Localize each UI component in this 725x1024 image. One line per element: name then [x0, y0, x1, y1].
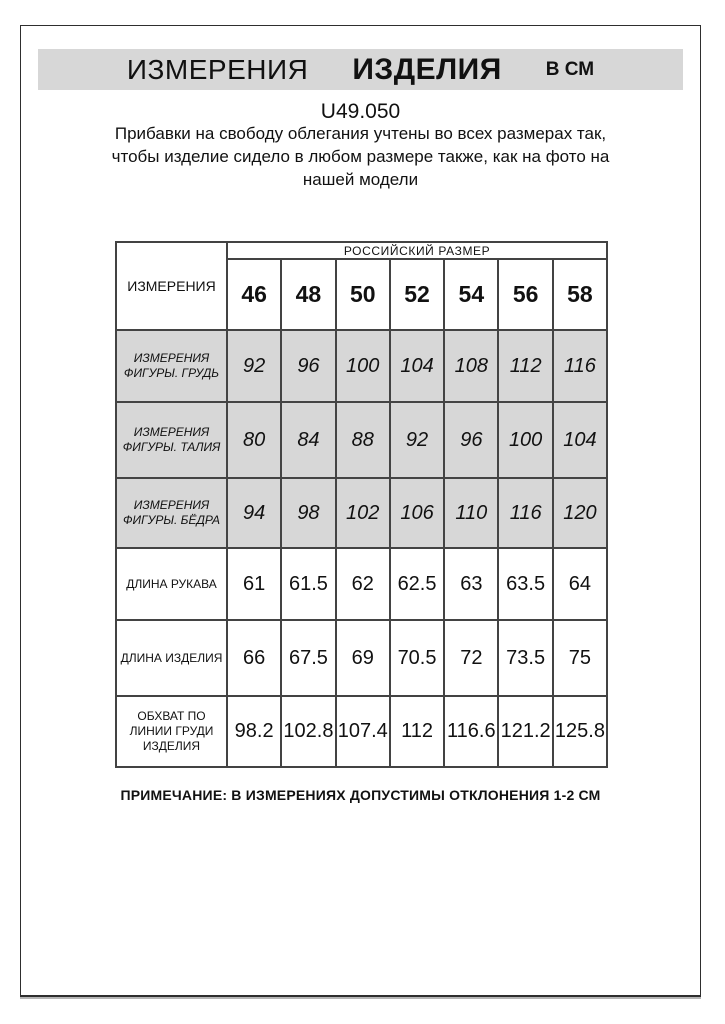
measurement-value: 116: [497, 477, 554, 549]
measurement-value: 92: [225, 329, 283, 403]
measurement-value: 64: [551, 547, 609, 621]
measurement-value: 66: [225, 619, 283, 697]
row-label: ДЛИНА РУКАВА: [115, 547, 228, 621]
size-cell: 54: [443, 258, 500, 331]
measurement-value: 102: [334, 477, 391, 549]
measurement-value: 69: [334, 619, 391, 697]
measurement-value: 63.5: [497, 547, 554, 621]
table-row-hips: ИЗМЕРЕНИЯ ФИГУРЫ. БЁДРА 94 98 102 106 11…: [115, 477, 609, 549]
row-label: ОБХВАТ ПО ЛИНИИ ГРУДИ ИЗДЕЛИЯ: [115, 695, 228, 768]
measurement-value: 62: [334, 547, 391, 621]
measurement-value: 73.5: [497, 619, 554, 697]
size-cell: 52: [388, 258, 446, 331]
table-header-row-group: ИЗМЕРЕНИЯ РОССИЙСКИЙ РАЗМЕР: [115, 241, 609, 331]
measurement-value: 62.5: [388, 547, 446, 621]
page-title-units: В СМ: [545, 58, 595, 80]
fit-description-line: Прибавки на свободу облегания учтены во …: [114, 124, 607, 143]
measurement-value: 96: [443, 401, 500, 479]
size-cell: 56: [497, 258, 554, 331]
title-bar: ИЗМЕРЕНИЯ ИЗДЕЛИЯ В СМ: [38, 49, 683, 90]
table-row-chest-girth: ОБХВАТ ПО ЛИНИИ ГРУДИ ИЗДЕЛИЯ 98.2 102.8…: [115, 695, 609, 768]
measurement-value: 104: [551, 401, 609, 479]
size-cell: 58: [551, 258, 609, 331]
measurement-value: 70.5: [388, 619, 446, 697]
size-cell: 50: [334, 258, 391, 331]
measurement-value: 84: [280, 401, 337, 479]
measurement-value: 125.8: [551, 695, 609, 768]
measurement-value: 100: [497, 401, 554, 479]
russian-size-header-cell: РОССИЙСКИЙ РАЗМЕР: [225, 241, 609, 260]
size-cell: 46: [225, 258, 283, 331]
page-title-measurements: ИЗМЕРЕНИЯ: [126, 53, 309, 85]
measurement-value: 96: [280, 329, 337, 403]
table-header-row-sizes: 46 48 50 52 54 56 58: [116, 258, 609, 331]
corner-header-cell: ИЗМЕРЕНИЯ: [115, 241, 228, 331]
measurement-value: 98.2: [225, 695, 283, 768]
measurement-value: 112: [388, 695, 446, 768]
measurement-value: 80: [225, 401, 283, 479]
row-label: ДЛИНА ИЗДЕЛИЯ: [115, 619, 228, 697]
size-cell: 48: [280, 258, 337, 331]
measurement-value: 116: [551, 329, 609, 403]
measurement-value: 112: [497, 329, 554, 403]
measurement-value: 61: [225, 547, 283, 621]
page-title-product: ИЗДЕЛИЯ: [352, 52, 502, 86]
measurement-value: 63: [443, 547, 500, 621]
measurement-value: 88: [334, 401, 391, 479]
row-label: ИЗМЕРЕНИЯ ФИГУРЫ. БЁДРА: [115, 477, 228, 549]
fit-description-line: нашей модели: [302, 170, 419, 189]
table-row-sleeve-length: ДЛИНА РУКАВА 61 61.5 62 62.5 63 63.5 64: [115, 547, 609, 621]
measurement-value: 72: [443, 619, 500, 697]
measurement-value: 108: [443, 329, 500, 403]
size-table: ИЗМЕРЕНИЯ РОССИЙСКИЙ РАЗМЕР 46 48 50 52 …: [115, 241, 609, 768]
tolerance-note: ПРИМЕЧАНИЕ: В ИЗМЕРЕНИЯХ ДОПУСТИМЫ ОТКЛО…: [120, 787, 601, 803]
fit-description: Прибавки на свободу облегания учтены во …: [21, 122, 700, 191]
measurement-value: 67.5: [280, 619, 337, 697]
measurement-value: 106: [388, 477, 446, 549]
measurement-value: 75: [551, 619, 609, 697]
row-label: ИЗМЕРЕНИЯ ФИГУРЫ. ГРУДЬ: [115, 329, 228, 403]
table-row-waist: ИЗМЕРЕНИЯ ФИГУРЫ. ТАЛИЯ 80 84 88 92 96 1…: [115, 401, 609, 479]
fit-description-line: чтобы изделие сидело в любом размере так…: [111, 147, 610, 166]
table-row-chest: ИЗМЕРЕНИЯ ФИГУРЫ. ГРУДЬ 92 96 100 104 10…: [115, 329, 609, 403]
measurement-value: 121.2: [497, 695, 554, 768]
measurement-value: 102.8: [280, 695, 337, 768]
measurement-value: 61.5: [280, 547, 337, 621]
article-code: U49.050: [320, 100, 401, 123]
measurement-value: 107.4: [334, 695, 391, 768]
measurement-value: 94: [225, 477, 283, 549]
measurement-value: 100: [334, 329, 391, 403]
measurement-value: 120: [551, 477, 609, 549]
measurement-value: 110: [443, 477, 500, 549]
document-page: ИЗМЕРЕНИЯ ИЗДЕЛИЯ В СМ U49.050 Прибавки …: [20, 25, 701, 997]
size-table-container: ИЗМЕРЕНИЯ РОССИЙСКИЙ РАЗМЕР 46 48 50 52 …: [115, 241, 609, 768]
measurement-value: 116.6: [443, 695, 500, 768]
measurement-value: 92: [388, 401, 446, 479]
measurement-value: 98: [280, 477, 337, 549]
table-row-item-length: ДЛИНА ИЗДЕЛИЯ 66 67.5 69 70.5 72 73.5 75: [115, 619, 609, 697]
row-label: ИЗМЕРЕНИЯ ФИГУРЫ. ТАЛИЯ: [115, 401, 228, 479]
measurement-value: 104: [388, 329, 446, 403]
